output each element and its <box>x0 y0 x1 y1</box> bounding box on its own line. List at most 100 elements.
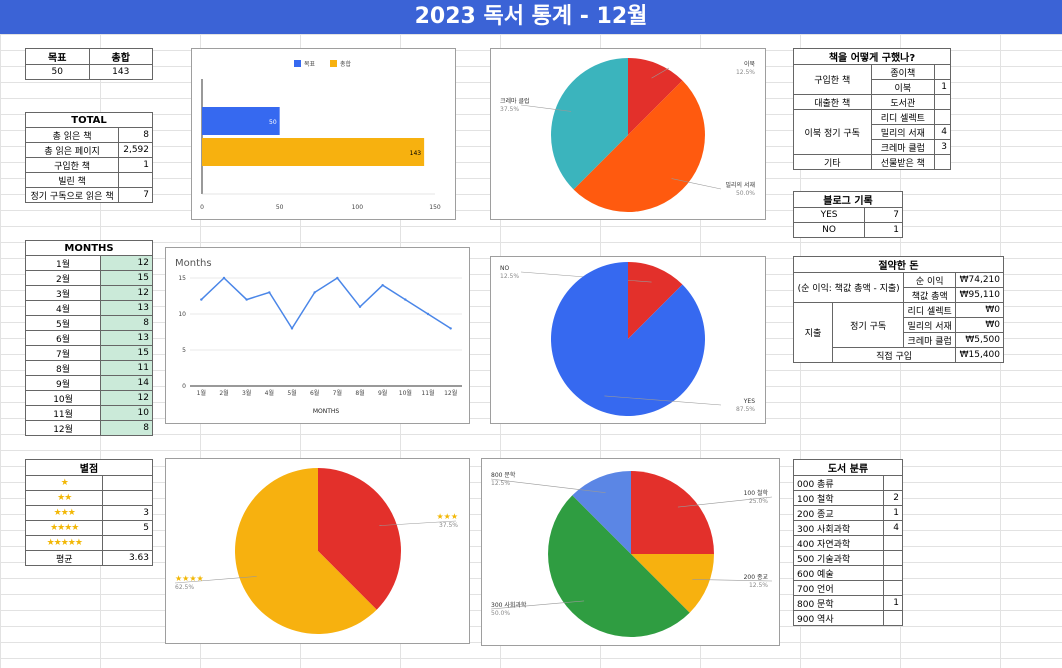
acquire-lib-value <box>934 94 951 110</box>
table-row: ★ <box>24 475 153 491</box>
slice-label: 200 종교 <box>744 574 769 581</box>
acquire-pie-chart[interactable]: 이북 12.5% 밀리의 서재 50.0% 크레마 클럽 37.5% <box>490 48 766 220</box>
pie-slice[interactable] <box>631 554 714 613</box>
data-point[interactable] <box>336 276 339 280</box>
y-tick-label: 0 <box>182 383 186 390</box>
table-row: 10월 12 <box>24 390 153 406</box>
bar-value-label: 143 <box>410 150 422 157</box>
x-tick-label: 10월 <box>399 389 412 397</box>
money-sub-label: 정기 구독 <box>832 302 905 348</box>
data-point[interactable] <box>426 312 430 316</box>
x-tick-label: 1월 <box>197 389 206 397</box>
table-row: 8월 11 <box>24 360 153 376</box>
acquire-millie: 밀리의 서재 <box>870 124 936 140</box>
leader-line <box>671 178 722 190</box>
pie-slice[interactable] <box>235 468 377 634</box>
data-point[interactable] <box>290 327 294 330</box>
data-point[interactable] <box>404 298 407 301</box>
pie-slice[interactable] <box>631 471 714 554</box>
class-value <box>882 550 904 566</box>
pie-slice[interactable] <box>628 58 683 135</box>
acquire-sub-group: 이북 정기 구독 <box>793 109 872 155</box>
blog-value: 7 <box>864 207 903 223</box>
rating-pie-chart[interactable]: ★★★ 37.5% ★★★★ 62.5% <box>165 458 470 644</box>
x-tick-label: 0 <box>200 204 204 211</box>
money-crema: 크레마 클럽 <box>903 332 957 348</box>
data-point[interactable] <box>200 298 203 301</box>
leader-line <box>379 520 457 526</box>
data-point[interactable] <box>268 291 271 294</box>
table-row: 400 자연과학 <box>793 535 904 551</box>
blog-pie-chart[interactable]: NO 12.5% YES 87.5% <box>490 256 766 424</box>
month-value: 8 <box>100 315 153 331</box>
pie-slice[interactable] <box>572 471 631 554</box>
rating-avg-label: 평균 <box>24 550 104 566</box>
table-row: 800 문학 1 <box>793 595 904 611</box>
pie-slice[interactable] <box>551 262 705 416</box>
x-tick-label: 150 <box>429 204 441 211</box>
table-row: 7월 15 <box>24 345 153 361</box>
slice-label: 크레마 클럽 <box>500 97 530 105</box>
table-row: ★★ <box>24 490 153 506</box>
class-label: 700 언어 <box>793 580 884 596</box>
class-value <box>882 580 904 596</box>
acquire-ebook: 이북 <box>870 79 936 95</box>
class-label: 300 사회과학 <box>793 520 884 536</box>
x-tick-label: 5월 <box>287 389 296 397</box>
total-header: 총합 <box>88 48 153 65</box>
acquire-ebook-value: 1 <box>934 79 951 95</box>
bar[interactable] <box>202 138 425 166</box>
slice-pct: 25.0% <box>749 498 768 505</box>
table-row: 200 종교 1 <box>793 505 904 521</box>
slice-pct: 37.5% <box>500 106 519 113</box>
months-line-chart[interactable]: Months 0 5 10 15 1월 2월 3월 4월 5월 6월 7월 8월 9월 10월 11월 12월 M… <box>165 247 470 424</box>
goal-bar-chart[interactable]: 목표 총합 0 50 100 150 50 143 <box>191 48 456 220</box>
month-value: 13 <box>100 300 153 316</box>
x-tick-label: 9월 <box>378 389 387 397</box>
data-point[interactable] <box>222 276 226 280</box>
money-net-label: 순 이익 <box>903 272 957 288</box>
pie-slice[interactable] <box>551 58 628 190</box>
data-point[interactable] <box>245 298 248 301</box>
data-point[interactable] <box>381 284 384 287</box>
total-row-label: 정기 구독으로 읽은 책 <box>24 187 120 203</box>
month-label: 10월 <box>24 390 102 406</box>
x-tick-label: 50 <box>276 204 284 211</box>
blog-table: 블로그 기록 YES 7 NO 1 <box>792 191 903 238</box>
slice-pct: 37.5% <box>439 522 458 529</box>
data-point[interactable] <box>313 291 316 294</box>
acquire-lib-group: 대출한 책 <box>793 94 872 110</box>
x-tick-label: 7월 <box>333 389 342 397</box>
month-label: 8월 <box>24 360 102 376</box>
pie-slice[interactable] <box>318 468 401 610</box>
class-value <box>882 610 904 626</box>
total-value: 143 <box>88 64 153 80</box>
rating-stars: ★★★★★ <box>24 535 104 551</box>
data-point[interactable] <box>449 327 452 330</box>
table-row: 11월 10 <box>24 405 153 421</box>
x-tick-label: 2월 <box>219 389 228 397</box>
money-ridi: 리디 셀렉트 <box>903 302 957 318</box>
acquire-paper-value <box>934 64 951 80</box>
class-pie-chart[interactable]: 100 철학 25.0% 200 종교 12.5% 300 사회과학 50.0% 800 문… <box>481 458 780 646</box>
table-row: ★★★ 3 <box>24 505 153 521</box>
goal-table: 목표 총합 50 143 <box>25 48 153 80</box>
slice-pct: 62.5% <box>175 584 194 591</box>
data-point[interactable] <box>358 305 362 308</box>
month-value: 8 <box>100 420 153 436</box>
table-row: 500 기술과학 <box>793 550 904 566</box>
pie-slice[interactable] <box>548 495 690 637</box>
acquire-paper: 종이책 <box>870 64 936 80</box>
pie-slice[interactable] <box>573 80 705 212</box>
series-line[interactable] <box>200 276 452 330</box>
slice-pct: 50.0% <box>736 190 755 197</box>
slice-label: 300 사회과학 <box>491 601 527 609</box>
slice-label: 100 철학 <box>744 489 769 497</box>
table-row: YES 7 <box>792 207 903 223</box>
slice-label: YES <box>743 398 755 405</box>
month-value: 12 <box>100 255 153 271</box>
slice-pct: 87.5% <box>736 406 755 413</box>
bar[interactable] <box>202 107 280 135</box>
class-value: 1 <box>882 505 904 521</box>
